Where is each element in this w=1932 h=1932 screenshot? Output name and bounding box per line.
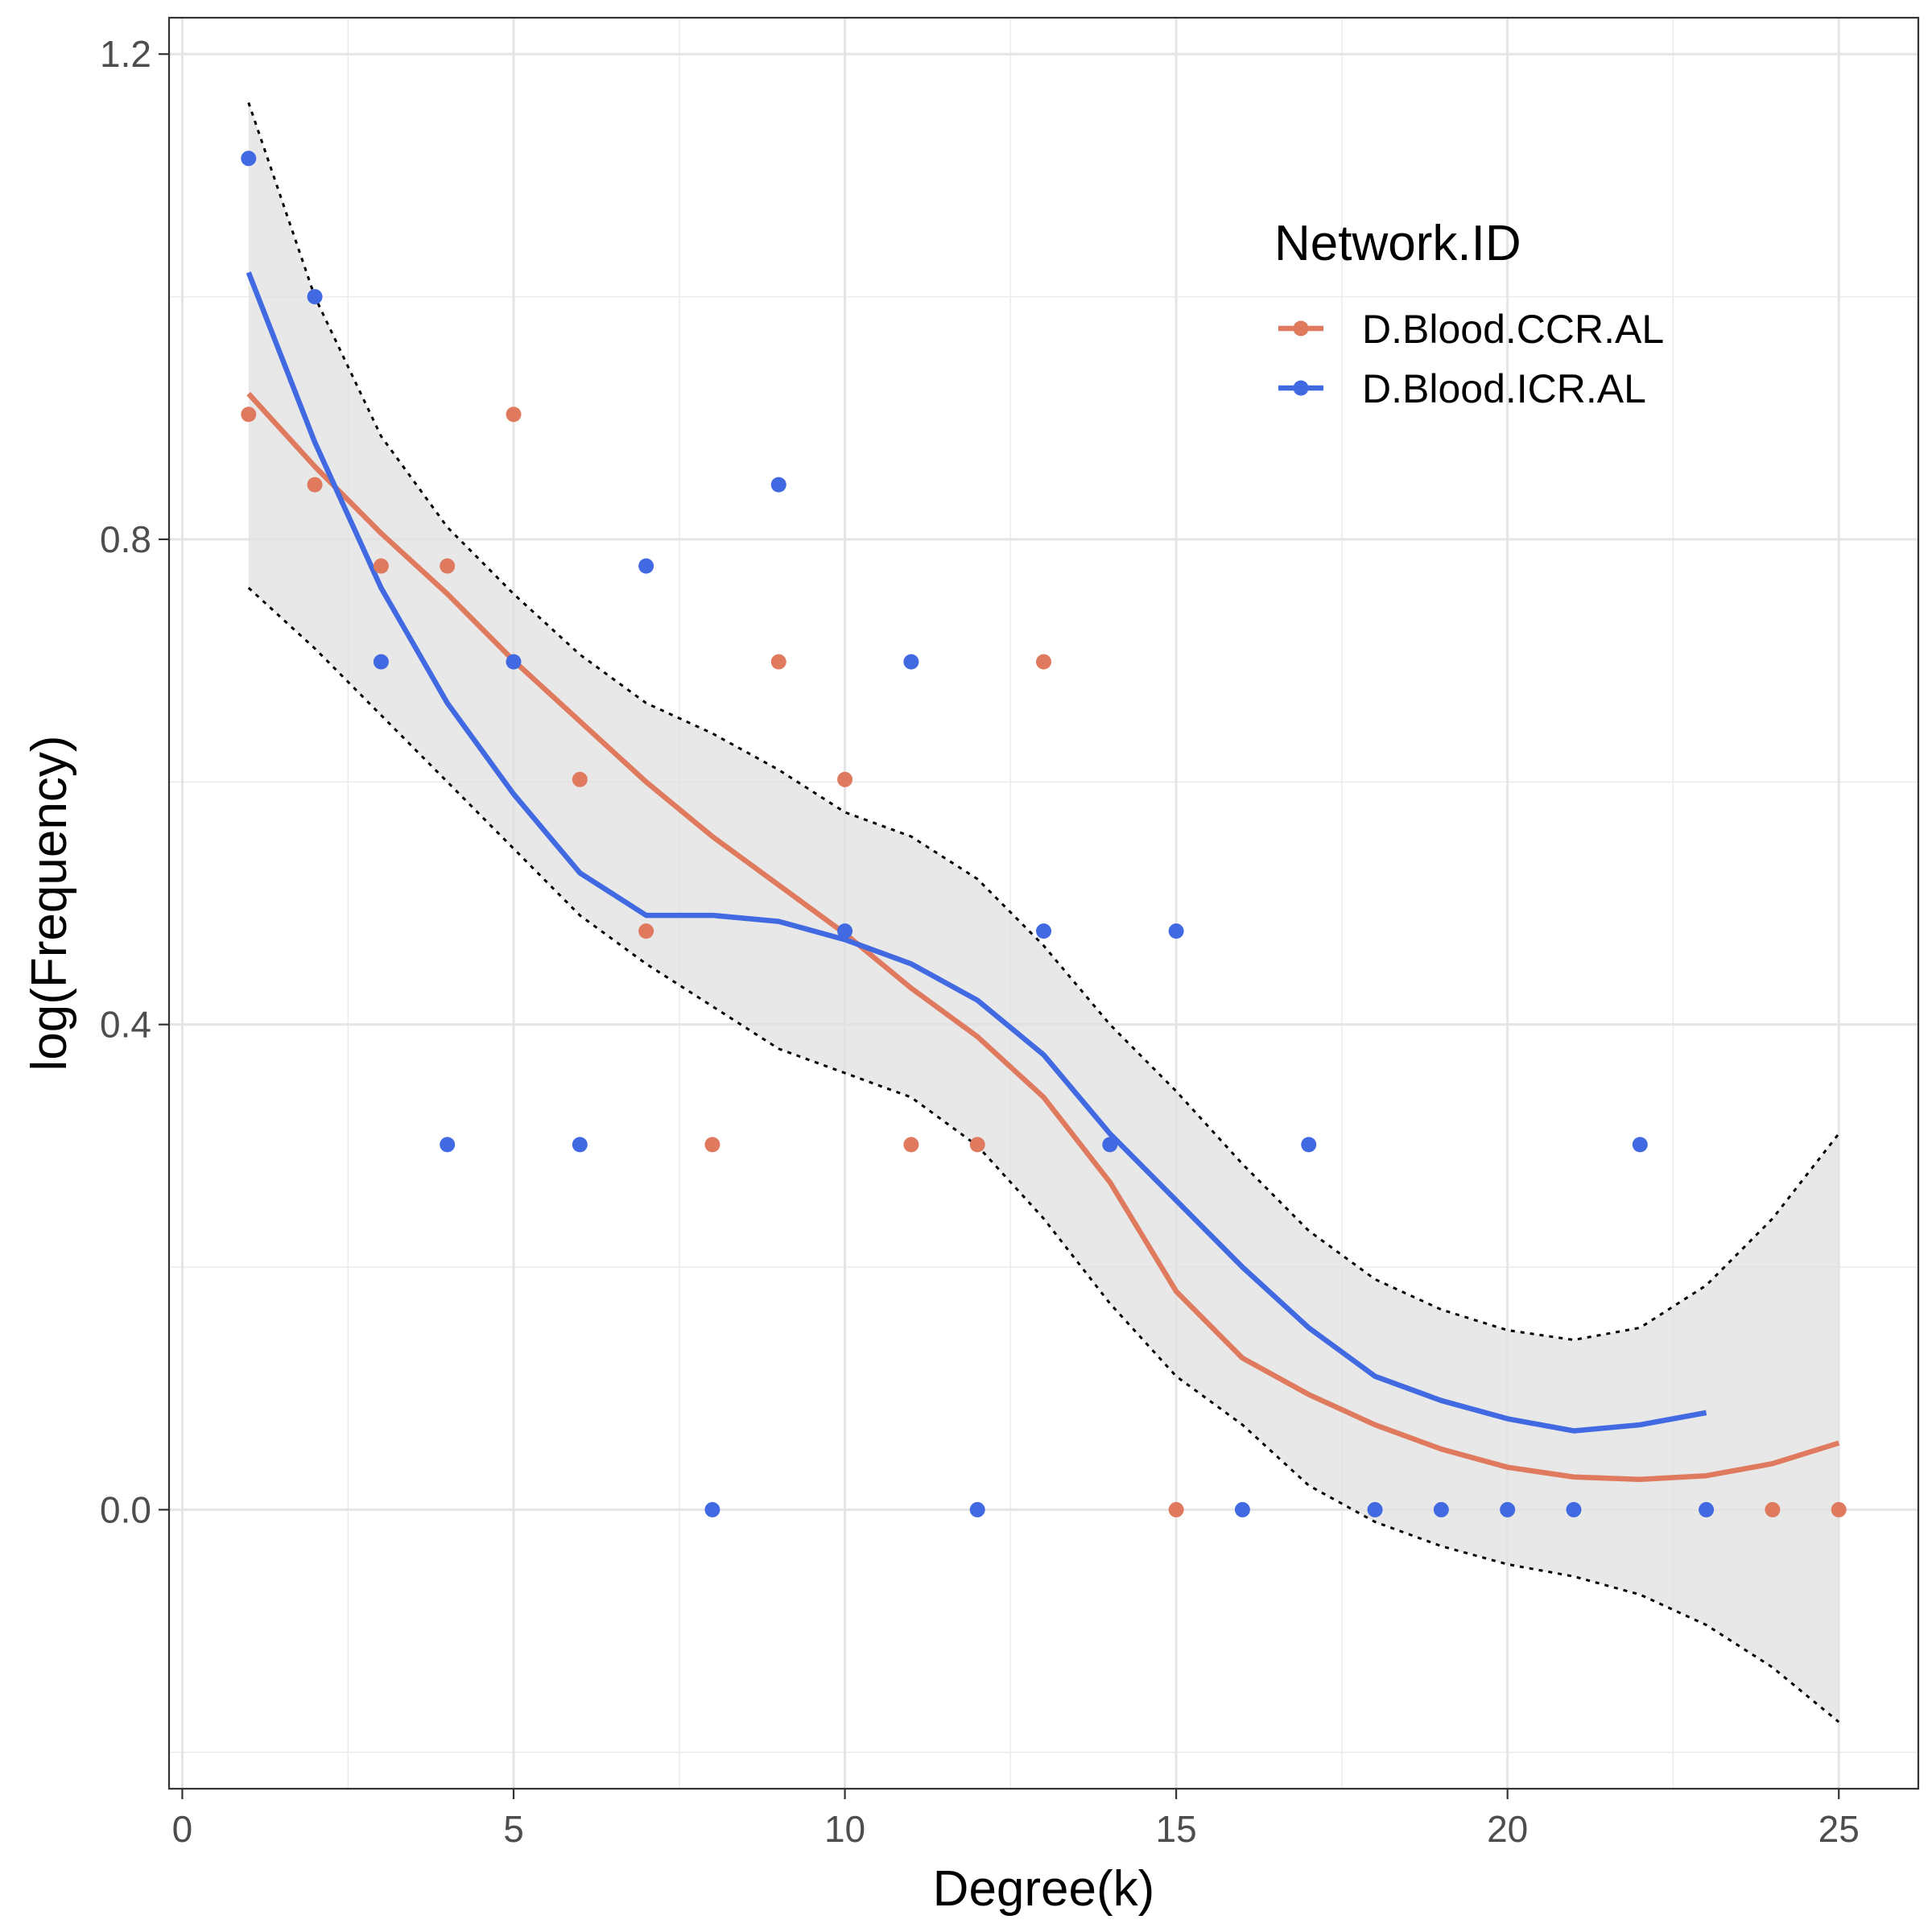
data-point-series-1 (704, 1137, 720, 1153)
data-point-series-2 (837, 923, 853, 939)
panel-border (167, 16, 1920, 1790)
data-point-series-2 (572, 1137, 588, 1153)
y-axis-ticks: 0.0 0.4 0.8 1.2 (100, 33, 169, 1530)
confidence-band (247, 101, 1840, 1724)
y-tick-label: 0.0 (100, 1488, 151, 1530)
data-point-series-2 (969, 1501, 985, 1517)
data-point-series-1 (440, 558, 456, 574)
data-point-series-2 (440, 1137, 456, 1153)
legend-key-point (1293, 380, 1309, 396)
data-point-series-1 (506, 407, 522, 423)
data-point-series-2 (1301, 1137, 1317, 1153)
data-point-series-2 (1699, 1501, 1715, 1517)
data-point-series-2 (1036, 923, 1051, 939)
data-point-series-2 (307, 289, 323, 305)
confidence-band-area (248, 102, 1839, 1723)
data-point-series-2 (704, 1501, 720, 1517)
confidence-lower-line (247, 587, 1840, 1724)
x-tick-label: 10 (824, 1808, 865, 1850)
data-point-series-2 (1367, 1501, 1383, 1517)
data-point-series-2 (638, 558, 654, 574)
x-tick-label: 15 (1156, 1808, 1197, 1850)
y-tick-label: 0.4 (100, 1004, 151, 1046)
smooth-line-series-2 (246, 271, 1707, 1434)
x-tick-label: 0 (172, 1808, 193, 1850)
data-point-series-1 (1036, 654, 1051, 670)
data-point-series-2 (903, 654, 919, 670)
data-point-series-1 (770, 654, 786, 670)
data-point-series-1 (373, 558, 389, 574)
data-point-series-1 (903, 1137, 919, 1153)
x-axis-ticks: 0 5 10 15 20 25 (172, 1789, 1860, 1850)
data-point-series-1 (572, 771, 588, 787)
data-point-series-1 (1831, 1501, 1847, 1517)
y-axis-title: log(Frequency) (22, 736, 77, 1071)
legend-entries: D.Blood.CCR.AL D.Blood.ICR.AL (1278, 307, 1664, 411)
data-point-series-1 (1168, 1501, 1184, 1517)
legend-title: Network.ID (1274, 216, 1521, 271)
data-point-series-1 (241, 407, 257, 423)
data-point-series-2 (1433, 1501, 1449, 1517)
data-point-series-1 (307, 477, 323, 493)
x-tick-label: 25 (1818, 1808, 1860, 1850)
legend-label: D.Blood.ICR.AL (1362, 366, 1646, 411)
x-tick-label: 5 (503, 1808, 524, 1850)
data-point-series-2 (241, 151, 257, 167)
y-tick-label: 1.2 (100, 33, 151, 75)
data-point-series-2 (1566, 1501, 1582, 1517)
y-tick-label: 0.8 (100, 518, 151, 560)
data-point-series-2 (1102, 1137, 1118, 1153)
data-point-series-2 (770, 477, 786, 493)
legend-key-point (1293, 320, 1309, 336)
data-point-series-2 (1500, 1501, 1516, 1517)
data-point-series-2 (506, 654, 522, 670)
data-point-series-1 (969, 1137, 985, 1153)
x-tick-label: 20 (1487, 1808, 1528, 1850)
data-point-series-2 (1168, 923, 1184, 939)
data-point-series-1 (1765, 1501, 1781, 1517)
data-point-series-2 (373, 654, 389, 670)
data-point-series-1 (638, 923, 654, 939)
data-point-series-1 (837, 771, 853, 787)
x-axis-title: Degree(k) (933, 1861, 1155, 1917)
data-point-series-2 (1632, 1137, 1648, 1153)
data-point-series-2 (1234, 1501, 1250, 1517)
data-points (241, 151, 1847, 1517)
legend-label: D.Blood.CCR.AL (1362, 307, 1664, 352)
confidence-upper-line (247, 101, 1840, 1341)
legend: Network.ID D.Blood.CCR.AL D.Blood.ICR.AL (1274, 216, 1664, 411)
grid-major (169, 18, 1918, 1789)
